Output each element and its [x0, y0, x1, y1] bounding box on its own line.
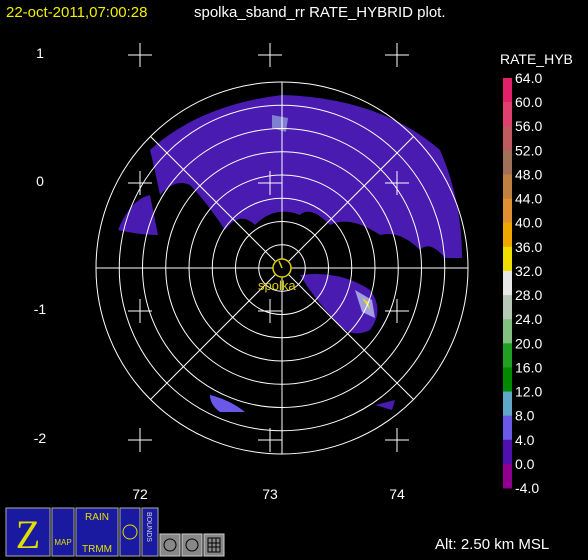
colorbar-label: 4.0 [515, 432, 535, 448]
colorbar-label: 52.0 [515, 142, 542, 158]
toolbar: Z MAP RAIN TRMM BOUNDS [5, 507, 225, 557]
rings-button[interactable] [159, 533, 181, 557]
echo-region [375, 400, 395, 410]
colorbar-label: 0.0 [515, 456, 535, 472]
echo-region [150, 95, 462, 258]
grid-button[interactable] [203, 533, 225, 557]
range-rings [95, 81, 469, 455]
trmm-label: TRMM [82, 544, 112, 555]
echo-core [355, 290, 375, 318]
colorbar-swatch [503, 343, 512, 368]
colorbar-swatch [503, 126, 512, 151]
colorbar-label: 60.0 [515, 94, 542, 110]
colorbar-swatch [503, 246, 512, 272]
colorbar-label: 12.0 [515, 384, 542, 400]
radar-button[interactable] [119, 507, 141, 557]
colorbar-swatch [503, 439, 512, 465]
colorbar-swatch [503, 102, 512, 127]
x-label: 74 [389, 486, 405, 502]
colorbar-swatch [503, 463, 512, 489]
colorbar-title: RATE_HYB [500, 51, 573, 67]
timestamp: 22-oct-2011,07:00:28 [6, 4, 148, 21]
bounds-button[interactable] [141, 507, 159, 557]
bounds-label: BOUNDS [145, 512, 152, 542]
colorbar-label: 48.0 [515, 166, 542, 182]
colorbar-label: 44.0 [515, 191, 542, 207]
colorbar-swatch [503, 222, 512, 248]
colorbar-swatch [503, 391, 512, 417]
altitude: Alt: 2.50 km MSL [435, 536, 549, 553]
y-label: 0 [36, 173, 44, 189]
colorbar-label: 16.0 [515, 359, 542, 375]
radar-icon [122, 524, 138, 540]
colorbar-swatch [503, 150, 512, 175]
colorbar-swatch [503, 367, 512, 393]
echo-region [118, 195, 158, 235]
colorbar-swatch [503, 270, 512, 296]
rain-button[interactable] [75, 507, 119, 557]
station-needle [278, 260, 283, 269]
colorbar-swatch [503, 415, 512, 441]
zoom-label: Z [16, 512, 40, 557]
echo-region [300, 274, 378, 334]
map-button[interactable] [51, 507, 75, 557]
center-icon [185, 538, 199, 552]
colorbar-label: 64.0 [515, 70, 542, 86]
station-label: spolka [258, 278, 296, 293]
colorbar-swatch [503, 319, 512, 344]
map-label: MAP [54, 538, 71, 547]
colorbar-label: 20.0 [515, 335, 542, 351]
y-label: 1 [36, 45, 44, 61]
x-label: 72 [132, 486, 148, 502]
y-label: -2 [34, 430, 47, 446]
colorbar-label: -4.0 [515, 480, 539, 496]
colorbar-label: 24.0 [515, 311, 542, 327]
colorbar-swatch [503, 295, 512, 320]
colorbar-label: 28.0 [515, 287, 542, 303]
colorbar-swatch [503, 78, 512, 103]
x-label: 73 [262, 486, 278, 502]
rings-icon [163, 538, 177, 552]
echo-core [362, 298, 370, 310]
colorbar-label: 36.0 [515, 239, 542, 255]
rain-label: RAIN [85, 512, 109, 523]
echo-region [210, 395, 245, 412]
center-button[interactable] [181, 533, 203, 557]
grid-icon [207, 537, 221, 553]
colorbar-label: 56.0 [515, 118, 542, 134]
colorbar-label: 40.0 [515, 215, 542, 231]
colorbar-label: 32.0 [515, 263, 542, 279]
echoes [118, 95, 462, 412]
colorbar-swatch [503, 198, 512, 224]
echo-core [272, 115, 288, 132]
zoom-button[interactable] [5, 507, 51, 557]
y-label: -1 [34, 301, 47, 317]
plot-title: spolka_sband_rr RATE_HYBRID plot. [194, 4, 446, 21]
colorbar-swatch [503, 174, 512, 200]
colorbar-label: 8.0 [515, 408, 535, 424]
